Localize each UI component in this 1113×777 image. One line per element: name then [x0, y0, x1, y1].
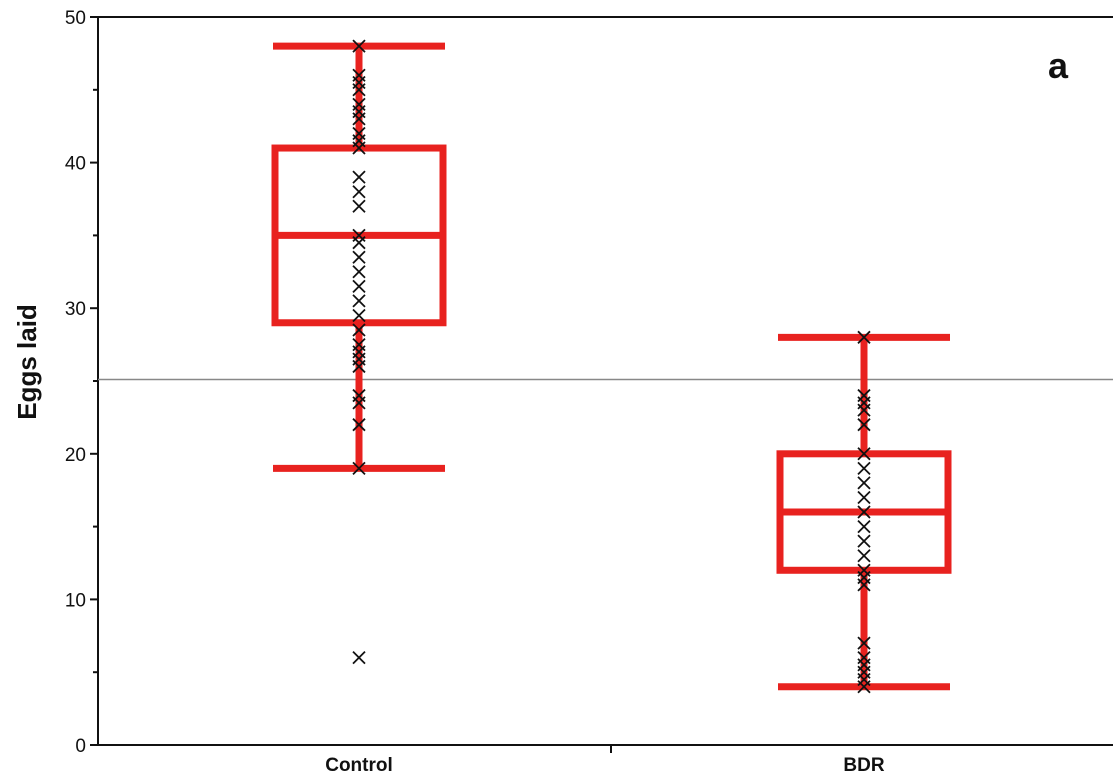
panel-label: a [1048, 45, 1069, 86]
data-point [352, 651, 366, 665]
data-point [352, 39, 366, 53]
y-axis-title: Eggs laid [12, 304, 42, 420]
data-point [352, 461, 366, 475]
boxes-group [271, 42, 952, 691]
data-point [352, 359, 366, 374]
y-axis-ticks: 0 10 20 30 40 50 [65, 8, 98, 757]
data-point [857, 578, 871, 592]
plot-frame [97, 16, 1113, 746]
y-tick-label: 30 [65, 299, 86, 320]
data-point [352, 250, 366, 264]
y-tick-label: 50 [65, 8, 86, 29]
data-point [352, 294, 366, 308]
data-point [352, 418, 366, 432]
data-point [352, 170, 366, 184]
data-point [352, 396, 366, 410]
data-point [857, 476, 871, 490]
data-point [352, 265, 366, 279]
data-point [857, 330, 871, 344]
data-point [857, 549, 871, 563]
data-point [352, 141, 366, 155]
x-axis-ticks: Control BDR [325, 745, 885, 776]
data-point [857, 461, 871, 475]
data-point [857, 636, 871, 650]
y-tick-label: 10 [65, 590, 86, 611]
y-tick-label: 0 [75, 736, 86, 757]
data-point [857, 505, 871, 519]
x-tick-label: BDR [843, 755, 884, 776]
data-point [857, 680, 871, 694]
y-tick-label: 20 [65, 445, 86, 466]
data-point [352, 112, 366, 126]
data-point [857, 403, 871, 417]
data-point [352, 236, 366, 250]
data-point [352, 279, 366, 293]
x-tick-label: Control [325, 755, 393, 776]
data-point [352, 323, 366, 337]
data-point [857, 418, 871, 432]
y-tick-label: 40 [65, 154, 86, 175]
data-points-group [352, 39, 871, 694]
data-point [352, 199, 366, 213]
data-point [857, 490, 871, 505]
data-point [352, 185, 366, 199]
data-point [857, 519, 871, 534]
data-point [857, 534, 871, 548]
data-point [352, 308, 366, 323]
data-point [352, 83, 366, 97]
data-point [857, 447, 871, 461]
